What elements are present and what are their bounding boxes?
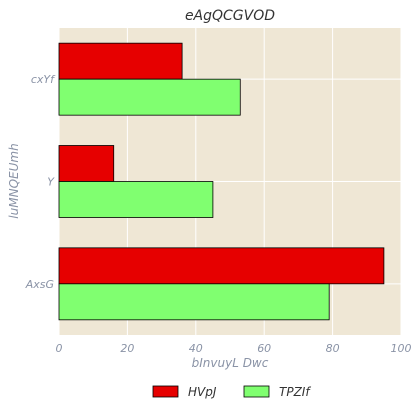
y-tick-label: AxsG — [25, 278, 54, 291]
bar-TPZIf-Y — [58, 181, 214, 218]
x-tick-label: 60 — [257, 342, 271, 355]
x-tick-label: 0 — [56, 342, 63, 355]
bar-TPZIf-AxsG — [58, 283, 330, 321]
x-tick-label: 20 — [120, 342, 134, 355]
y-tick-label: Y — [47, 176, 55, 189]
legend-label: HVpJ — [188, 385, 217, 399]
legend-label: TPZIf — [279, 385, 311, 399]
x-tick-label: 40 — [189, 342, 203, 355]
x-tick-label: 80 — [326, 342, 340, 355]
x-axis-title: bInvuyL Dwc — [192, 356, 269, 370]
bars — [58, 42, 385, 321]
legend: HVpJ TPZIf — [152, 385, 311, 399]
x-tick-label: 100 — [391, 342, 412, 355]
bar-HVpJ-cxYf — [58, 42, 183, 80]
bar-HVpJ-Y — [58, 145, 115, 182]
y-tick-label: cxYf — [31, 73, 56, 86]
y-axis-title: luMNQEUmh — [7, 143, 21, 218]
chart-title: eAgQCGVOD — [185, 8, 275, 24]
bar-HVpJ-AxsG — [58, 247, 385, 285]
legend-swatch — [243, 385, 270, 398]
legend-swatch — [152, 385, 179, 398]
bar-TPZIf-cxYf — [58, 78, 241, 116]
